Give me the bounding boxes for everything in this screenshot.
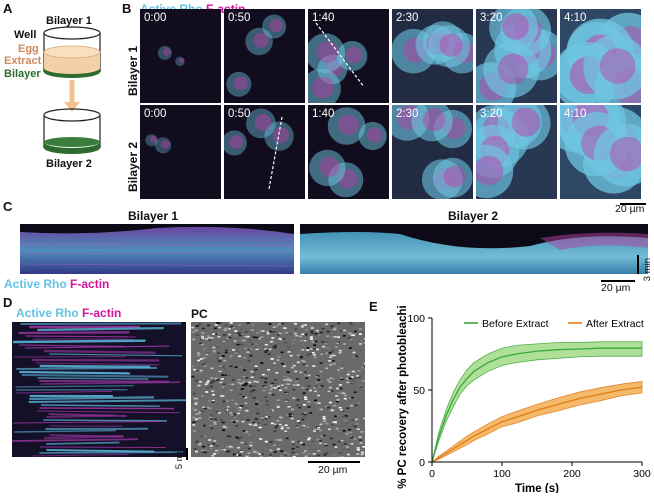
x-tick-label: 300 (633, 468, 651, 480)
y-tick-label: 50 (413, 385, 425, 397)
timelapse-tile: 3:20 (476, 9, 557, 103)
timepoint-label: 3:20 (480, 12, 503, 24)
panel-d-label: D (3, 295, 13, 310)
panel-c-legend: Active Rho F-actin (4, 277, 109, 291)
panel-d-scalebar (308, 461, 360, 463)
panel-d-legend-rho: Active Rho (16, 306, 79, 320)
panel-d-pc-label: PC (191, 307, 208, 321)
panel-d-time-scalebar (186, 448, 188, 460)
y-tick-label: 0 (419, 457, 425, 469)
x-axis-label: Time (s) (515, 483, 559, 493)
timelapse-tile: 2:30 (392, 9, 473, 103)
series-line (431, 386, 643, 463)
panel-c-timescale-label: 3 min (642, 258, 653, 282)
panel-a-egg-label: Egg (18, 43, 39, 55)
panel-c-title2: Bilayer 2 (448, 209, 499, 223)
timepoint-label: 4:10 (564, 12, 587, 24)
panel-c-title1: Bilayer 1 (128, 209, 179, 223)
panel-d-timescale-label: 5 min (174, 446, 185, 470)
panel-b-row1-label: Bilayer 1 (126, 45, 140, 96)
series-line (431, 347, 642, 463)
timelapse-tile: 1:40 (308, 9, 389, 103)
timepoint-label: 1:40 (312, 108, 335, 120)
panel-d-scale-label: 20 µm (318, 464, 348, 476)
x-tick-label: 200 (563, 468, 581, 480)
timelapse-tile: 0:50 (224, 9, 305, 103)
timelapse-tile: 4:10 (560, 105, 641, 199)
panel-c-scale-label: 20 µm (601, 282, 631, 294)
kymograph-bilayer2 (300, 224, 648, 274)
panel-a-well-label: Well (14, 29, 37, 41)
panel-c-label: C (3, 199, 13, 214)
panel-a-label: A (3, 1, 13, 16)
kymograph-d-merge (12, 322, 186, 457)
timelapse-tile: 0:50 (224, 105, 305, 199)
timelapse-tile: 0:00 (140, 105, 221, 199)
kymograph-d-pc (191, 322, 365, 457)
panel-a-extract-label: Extract (4, 55, 42, 67)
legend-entry: Before Extract (482, 318, 549, 330)
timepoint-label: 0:50 (228, 108, 251, 120)
panel-d-legend-actin: F-actin (82, 306, 122, 320)
timepoint-label: 0:00 (144, 108, 167, 120)
panel-a-bilayer-label: Bilayer (4, 68, 41, 80)
timelapse-tile: 2:30 (392, 105, 473, 199)
panel-b-scale-label: 20 µm (615, 203, 645, 215)
timepoint-label: 2:30 (396, 12, 419, 24)
timelapse-tile: 4:10 (560, 9, 641, 103)
kymograph-bilayer1 (20, 224, 294, 274)
frap-chart: 0 100 200 300 0 50 100 Before Extract After Ext… (397, 305, 651, 493)
timepoint-label: 2:30 (396, 108, 419, 120)
panel-b-label: B (122, 1, 132, 16)
timepoint-label: 0:50 (228, 12, 251, 24)
timelapse-tile: 3:20 (476, 105, 557, 199)
panel-a-bilayer1-label: Bilayer 1 (46, 15, 92, 27)
panel-c-legend-rho: Active Rho (4, 277, 67, 291)
y-axis-label: % PC recovery after photobleaching (397, 305, 409, 489)
x-tick-label: 100 (493, 468, 511, 480)
timepoint-label: 0:00 (144, 12, 167, 24)
panel-d-legend: Active Rho F-actin (16, 306, 121, 320)
panel-c-scalebar (601, 280, 635, 282)
panel-b-scalebar (620, 203, 646, 205)
timepoint-label: 4:10 (564, 108, 587, 120)
y-tick-label: 100 (407, 313, 425, 325)
panel-b-row2-label: Bilayer 2 (126, 141, 140, 192)
well-schematic (43, 26, 101, 154)
series-error-band (431, 341, 643, 463)
x-tick-label: 0 (429, 468, 435, 480)
timepoint-label: 1:40 (312, 12, 335, 24)
legend-entry: After Extract (586, 318, 644, 330)
panel-e-label: E (369, 299, 378, 314)
series-error-band (431, 380, 643, 463)
timelapse-tile: 1:40 (308, 105, 389, 199)
timepoint-label: 3:20 (480, 108, 503, 120)
panel-a-bilayer2-label: Bilayer 2 (46, 158, 92, 170)
panel-c-time-scalebar (637, 255, 639, 274)
panel-c-legend-actin: F-actin (70, 277, 110, 291)
timelapse-tile: 0:00 (140, 9, 221, 103)
